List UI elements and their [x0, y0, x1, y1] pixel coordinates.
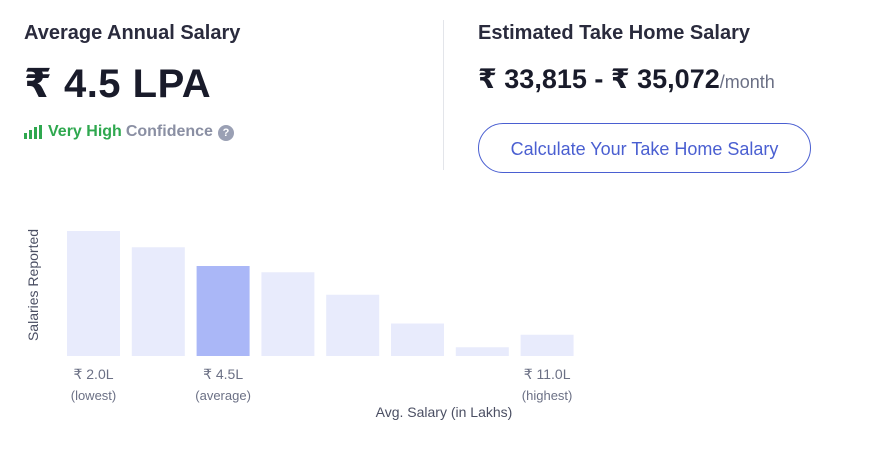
take-home-panel: Estimated Take Home Salary ₹ 33,815 - ₹ … [478, 18, 878, 173]
bar [520, 334, 574, 356]
salary-distribution-svg: Salaries Reported ₹ 2.0L (lowest) ₹ 4.5L (a… [25, 229, 574, 420]
bar [261, 272, 315, 356]
confidence-label: Confidence [125, 123, 213, 140]
calculate-take-home-button[interactable]: Calculate Your Take Home Salary [478, 123, 811, 173]
signal-bars-icon [24, 125, 42, 139]
bar [326, 294, 380, 356]
bar-average [196, 266, 250, 356]
average-salary-heading: Average Annual Salary [24, 22, 241, 44]
take-home-heading: Estimated Take Home Salary [478, 22, 750, 44]
bar [391, 323, 444, 356]
x-tick-label: ₹ 2.0L [73, 366, 113, 382]
take-home-amount: ₹ 33,815 - ₹ 35,072 [478, 64, 720, 94]
x-tick-note: (average) [195, 388, 251, 403]
x-tick-label: ₹ 11.0L [524, 366, 571, 382]
average-salary-panel: Average Annual Salary ₹ 4.5 LPA Very Hig… [24, 18, 424, 142]
panel-divider [443, 20, 444, 170]
bar [67, 231, 120, 356]
help-icon[interactable]: ? [217, 125, 234, 141]
take-home-period: /month [719, 72, 775, 92]
average-salary-value: ₹ 4.5 LPA [24, 62, 212, 106]
confidence-level: Very High [48, 123, 122, 140]
y-axis-label: Salaries Reported [25, 229, 41, 341]
confidence-indicator: Very High Confidence ? [24, 122, 424, 142]
take-home-range: ₹ 33,815 - ₹ 35,072/month [478, 62, 878, 99]
x-tick-note: (highest) [522, 388, 573, 403]
x-tick-note: (lowest) [71, 388, 117, 403]
salary-distribution-chart: Salaries Reported ₹ 2.0L (lowest) ₹ 4.5L (a… [20, 205, 600, 435]
bar [131, 247, 185, 356]
bar [455, 347, 509, 356]
x-axis-label: Avg. Salary (in Lakhs) [376, 404, 513, 420]
x-tick-label: ₹ 4.5L [203, 366, 243, 382]
